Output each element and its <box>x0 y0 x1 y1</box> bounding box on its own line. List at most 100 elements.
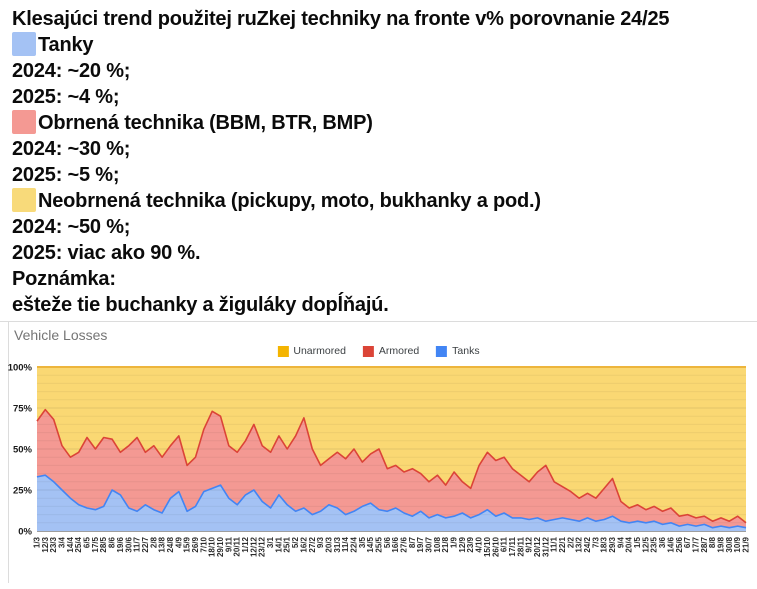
x-axis-label: 13/8 <box>158 536 167 552</box>
tanks-boundary-line <box>36 474 747 529</box>
x-axis-label: 3/6 <box>658 536 667 548</box>
x-axis-label: 1/12 <box>241 536 250 552</box>
x-axis-label: 27/6 <box>400 536 409 552</box>
y-axis-label: 100% <box>8 363 33 374</box>
x-axis-label: 26/10 <box>491 536 500 557</box>
unarmored-2024-value: 2024: ~50 %; <box>12 216 131 238</box>
tanks-legend-swatch <box>436 345 448 357</box>
stacked-area-chart: 0% 25% 50% 75% 100% 1/3 12/3 23/3 3/4 14/4 25/4 6/5… <box>8 363 751 558</box>
x-axis-label: 31/3 <box>333 536 342 552</box>
unarmored-legend-label: Unarmored <box>293 345 346 357</box>
panel-left-border <box>8 322 9 583</box>
x-axis-label: 24/2 <box>583 536 592 552</box>
x-axis-label: 29/10 <box>216 536 225 557</box>
category-unarmored: Neobrnená technika (pickupy, moto, bukha… <box>12 188 747 214</box>
tanks-legend-label: Tanks <box>452 345 480 357</box>
tanks-2024-value: 2024: ~20 %; <box>12 60 131 82</box>
note-text: ešteže tie buchanky a žiguláky dopĺňajú. <box>12 294 389 316</box>
x-axis-label: 21/9 <box>742 536 751 552</box>
x-axis-label: 28/5 <box>99 536 108 552</box>
x-axis-label: 22/1 <box>558 536 567 552</box>
x-axis-label: 9/4 <box>616 536 625 548</box>
x-axis-label: 14/6 <box>666 536 675 552</box>
x-axis-label: 8/7 <box>408 536 417 548</box>
x-axis-label: 20/4 <box>625 536 634 552</box>
x-axis-label: 21/8 <box>441 536 450 552</box>
x-axis-label: 12/3 <box>41 536 50 552</box>
x-axis-label: 25/5 <box>374 536 383 552</box>
note-label: Poznámka: <box>12 268 116 290</box>
x-axis-label: 16/6 <box>391 536 400 552</box>
x-axis-label: 16/2 <box>299 536 308 552</box>
x-axis-label: 17/11 <box>508 536 517 556</box>
x-axis-label: 1/5 <box>633 536 642 548</box>
x-axis-label: 23/3 <box>49 536 58 552</box>
x-axis-label: 5/2 <box>291 536 300 548</box>
x-axis-label: 9/3 <box>316 536 325 548</box>
x-axis-label: 1/3 <box>33 536 42 548</box>
y-axis-label: 25% <box>13 486 33 497</box>
x-axis-label: 17/5 <box>91 536 100 552</box>
unarmored-color-swatch <box>12 188 36 212</box>
x-axis-label: 30/6 <box>124 536 133 552</box>
category-armored: Obrnená technika (BBM, BTR, BMP) <box>12 110 747 136</box>
tanks-2025-value: 2025: ~4 %; <box>12 86 120 108</box>
x-axis-label: 29/3 <box>608 536 617 552</box>
x-axis-label: 30/8 <box>725 536 734 552</box>
x-axis-label: 7/10 <box>199 536 208 552</box>
y-axis-label: 50% <box>13 445 33 456</box>
x-axis-label: 6/7 <box>683 536 692 548</box>
tanks-color-swatch <box>12 32 36 56</box>
x-axis-label: 8/6 <box>108 536 117 548</box>
x-axis-label: 19/7 <box>416 536 425 552</box>
x-axis-label: 28/7 <box>700 536 709 552</box>
x-axis-label: 20/11 <box>233 536 242 556</box>
tanks-area <box>37 475 746 531</box>
x-axis-label: 2/8 <box>149 536 158 548</box>
x-axis-label: 18/10 <box>208 536 217 557</box>
vehicle-losses-chart-panel: 0% 25% 50% 75% 100% 1/3 12/3 23/3 3/4 14/4 25/4 6/5… <box>0 321 757 583</box>
post-text-block: Klesajúci trend použitej ruZkej techniky… <box>12 8 747 316</box>
x-axis-label: 26/9 <box>191 536 200 552</box>
x-axis-label: 3/4 <box>58 536 67 548</box>
x-axis-label: 31/12 <box>541 536 550 557</box>
x-axis-label: 10/8 <box>433 536 442 552</box>
x-axis-label: 27/2 <box>308 536 317 552</box>
x-axis-label: 5/6 <box>383 536 392 548</box>
chart-title: Vehicle Losses <box>14 327 108 343</box>
x-axis-label: 17/7 <box>691 536 700 552</box>
post-title: Klesajúci trend použitej ruZkej techniky… <box>12 8 670 30</box>
x-axis-label: 4/9 <box>174 536 183 548</box>
x-axis-label: 15/10 <box>483 536 492 557</box>
x-axis-label: 12/9 <box>458 536 467 552</box>
x-axis-label: 7/3 <box>591 536 600 548</box>
x-axis-label: 11/1 <box>550 536 559 552</box>
x-axis-label: 22/4 <box>349 536 358 552</box>
x-axis-label: 14/5 <box>366 536 375 552</box>
category-unarmored-label: Neobrnená technika (pickupy, moto, bukha… <box>38 190 541 212</box>
category-armored-label: Obrnená technika (BBM, BTR, BMP) <box>38 112 373 134</box>
x-axis-label: 14/1 <box>274 536 283 552</box>
x-axis-label: 23/12 <box>258 536 267 557</box>
x-axis-label: 6/11 <box>500 536 509 552</box>
x-axis-label: 1/9 <box>450 536 459 548</box>
legend-item-unarmored: Unarmored <box>277 345 346 357</box>
x-axis-label: 19/8 <box>716 536 725 552</box>
armored-2025-value: 2025: ~5 %; <box>12 164 120 186</box>
x-axis-label: 10/9 <box>733 536 742 552</box>
category-tanks-label: Tanky <box>38 34 94 56</box>
y-axis-label: 0% <box>18 527 32 538</box>
x-axis-label: 15/9 <box>183 536 192 552</box>
x-axis-label: 25/4 <box>74 536 83 552</box>
x-axis-label: 24/8 <box>166 536 175 552</box>
x-axis-label: 28/11 <box>516 536 525 556</box>
armored-color-swatch <box>12 110 36 134</box>
x-axis-label: 9/11 <box>224 536 233 552</box>
x-axis-label: 3/1 <box>266 536 275 548</box>
category-tanks: Tanky <box>12 32 747 58</box>
legend-item-tanks: Tanks <box>436 345 480 357</box>
x-axis-label: 22/7 <box>141 536 150 552</box>
chart-legend: Unarmored Armored Tanks <box>277 345 480 357</box>
x-axis-label: 18/3 <box>600 536 609 552</box>
x-axis-label: 19/6 <box>116 536 125 552</box>
